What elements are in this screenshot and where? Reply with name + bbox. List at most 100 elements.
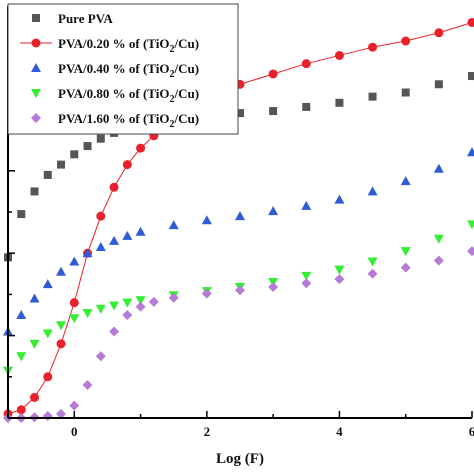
data-point (16, 310, 27, 319)
data-point (43, 170, 52, 179)
data-point (135, 301, 146, 312)
data-point (122, 310, 133, 320)
data-point (368, 92, 377, 101)
data-point (269, 107, 278, 116)
data-point (16, 352, 27, 362)
legend-marker (31, 89, 41, 98)
data-point (95, 351, 106, 362)
data-point (400, 262, 411, 273)
data-point (401, 36, 411, 46)
data-point (148, 296, 159, 307)
data-point (109, 301, 120, 311)
data-point (433, 234, 444, 244)
data-point (95, 304, 106, 314)
legend-marker (32, 14, 40, 22)
legend-marker (31, 113, 41, 123)
data-point (136, 143, 146, 153)
data-point (433, 163, 444, 173)
x-tick-label: 6 (469, 424, 474, 439)
data-point (433, 255, 444, 266)
data-point (367, 257, 378, 267)
data-point (268, 69, 278, 79)
legend-item: PVA/1.60 % of (TiO2/Cu) (31, 111, 199, 130)
data-point (401, 88, 410, 97)
data-point (236, 109, 244, 118)
data-point (30, 187, 39, 196)
legend-marker (31, 63, 41, 72)
data-point (57, 160, 66, 169)
data-point (434, 80, 443, 89)
data-point (56, 321, 67, 331)
legend-item: Pure PVA (32, 11, 113, 26)
data-point (400, 247, 411, 257)
data-point (56, 266, 67, 276)
data-point (135, 296, 146, 306)
data-point (334, 265, 345, 275)
x-tick-label: 0 (71, 424, 78, 439)
legend-item: PVA/0.40 % of (TiO2/Cu) (31, 61, 199, 80)
data-point (109, 326, 120, 337)
data-point (95, 242, 106, 252)
data-point (16, 405, 26, 415)
data-point (17, 210, 26, 219)
data-point (201, 288, 212, 299)
x-tick-label: 4 (336, 424, 343, 439)
legend-label: PVA/1.60 % of (TiO2/Cu) (58, 111, 199, 130)
data-point (56, 408, 67, 419)
legend-marker (31, 38, 41, 48)
data-point (109, 182, 119, 192)
x-tick-label: 2 (204, 424, 211, 439)
data-point (82, 380, 93, 391)
data-point (268, 281, 279, 292)
legend-box (7, 3, 239, 135)
legend-label: PVA/0.20 % of (TiO2/Cu) (58, 36, 199, 55)
data-point (82, 248, 93, 258)
data-point (122, 230, 133, 240)
series-3 (3, 147, 474, 336)
data-point (70, 150, 79, 159)
data-point (69, 298, 79, 308)
data-point (302, 102, 311, 111)
data-point (69, 256, 80, 266)
data-point (467, 246, 474, 257)
data-point (109, 235, 120, 245)
legend-item: PVA/0.80 % of (TiO2/Cu) (31, 86, 199, 105)
plot-area (3, 17, 474, 423)
data-point (122, 298, 133, 308)
data-point (82, 308, 93, 318)
data-point (468, 72, 474, 81)
data-point (268, 206, 279, 216)
data-point (334, 194, 345, 204)
data-point (69, 400, 80, 411)
data-point (467, 220, 474, 230)
data-point (168, 220, 179, 230)
data-point (42, 329, 53, 339)
data-point (334, 50, 344, 60)
data-point (301, 200, 312, 210)
data-point (367, 268, 378, 279)
data-point (29, 293, 40, 303)
data-point (135, 226, 146, 236)
data-point (301, 278, 312, 289)
data-point (367, 186, 378, 196)
data-point (400, 176, 411, 186)
data-point (368, 42, 378, 52)
legend: Pure PVA PVA/0.20 % of (TiO2/Cu) PVA/0.40 … (7, 3, 239, 135)
data-point (235, 211, 245, 221)
data-point (467, 147, 474, 157)
data-point (235, 285, 245, 296)
data-point (96, 134, 105, 143)
data-point (434, 28, 444, 38)
data-point (301, 271, 312, 281)
legend-label: PVA/0.40 % of (TiO2/Cu) (58, 61, 199, 80)
legend-label: Pure PVA (58, 11, 113, 26)
data-point (83, 142, 92, 151)
data-point (201, 215, 212, 225)
data-point (69, 314, 80, 324)
legend-label: PVA/0.80 % of (TiO2/Cu) (58, 86, 199, 105)
data-point (96, 211, 106, 221)
legend-item: PVA/0.20 % of (TiO2/Cu) (20, 36, 199, 55)
data-point (334, 274, 345, 285)
data-point (335, 98, 344, 107)
